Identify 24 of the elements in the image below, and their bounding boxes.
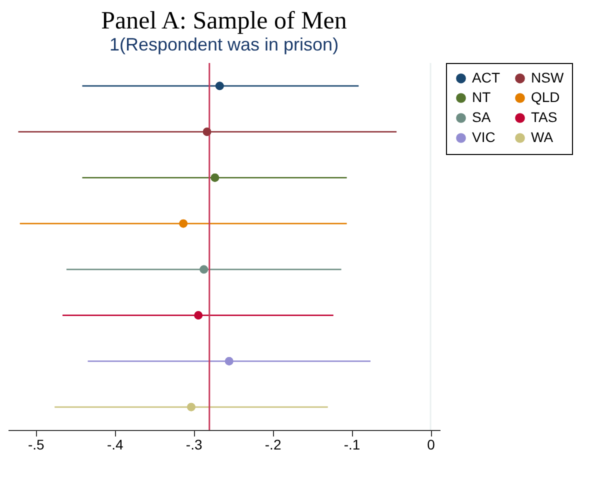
point [194,311,203,320]
x-tick-label: -.1 [344,436,360,452]
legend-label: VIC [472,129,496,145]
point [179,219,188,228]
x-tick-label: -.2 [264,436,282,452]
legend-label: ACT [472,69,500,86]
x-tick-label: -.3 [186,436,202,452]
point [202,128,212,136]
point [210,174,220,182]
point [215,82,224,90]
x-tick-label: 0 [427,436,436,452]
legend-label: NSW [531,69,564,86]
point [200,265,208,274]
point [187,402,196,412]
legend-label: TAS [531,109,558,125]
legend-label: QLD [531,89,560,105]
x-tick-label: -.5 [28,436,45,452]
chart-subtitle: 1(Respondent was in prison) [109,34,339,54]
legend-label: WA [531,129,554,145]
x-tick-label: -.4 [106,436,124,452]
legend-label: SA [472,109,492,125]
chart-title: Panel A: Sample of Men [101,7,348,34]
point [224,357,234,366]
legend-label: NT [472,89,492,105]
